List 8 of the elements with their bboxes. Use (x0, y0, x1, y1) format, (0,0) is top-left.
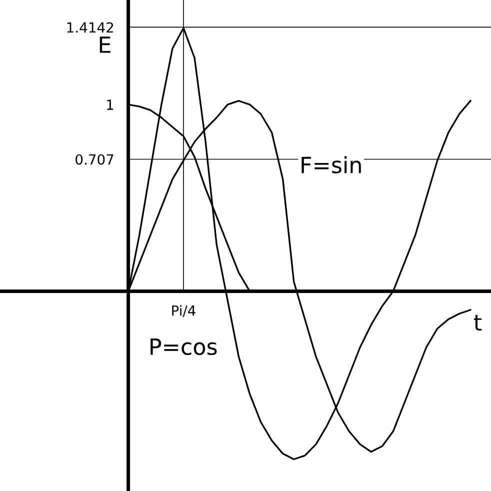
y-axis-title: E (100, 36, 110, 53)
y-tick-label: 1.4142 (67, 22, 114, 32)
x-axis-title: t (474, 314, 482, 331)
y-tick-label: 1 (107, 100, 114, 110)
y-tick-label: 0.707 (76, 154, 114, 165)
x-tick-label: Pi/4 (172, 305, 196, 317)
annotation: P=cos (150, 338, 217, 356)
annotation: F=sin (302, 156, 361, 174)
